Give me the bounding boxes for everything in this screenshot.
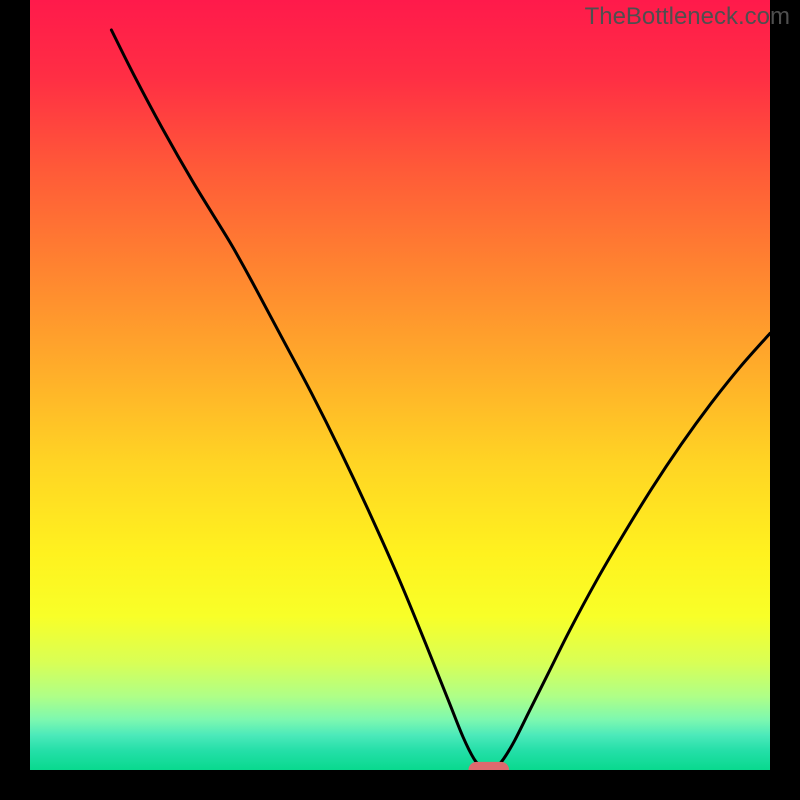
frame-bottom: [0, 770, 800, 800]
frame-left: [0, 0, 30, 800]
gradient-background: [30, 0, 770, 770]
frame-right: [770, 0, 800, 800]
chart-root: TheBottleneck.com: [0, 0, 800, 800]
bottleneck-chart: [0, 0, 800, 800]
